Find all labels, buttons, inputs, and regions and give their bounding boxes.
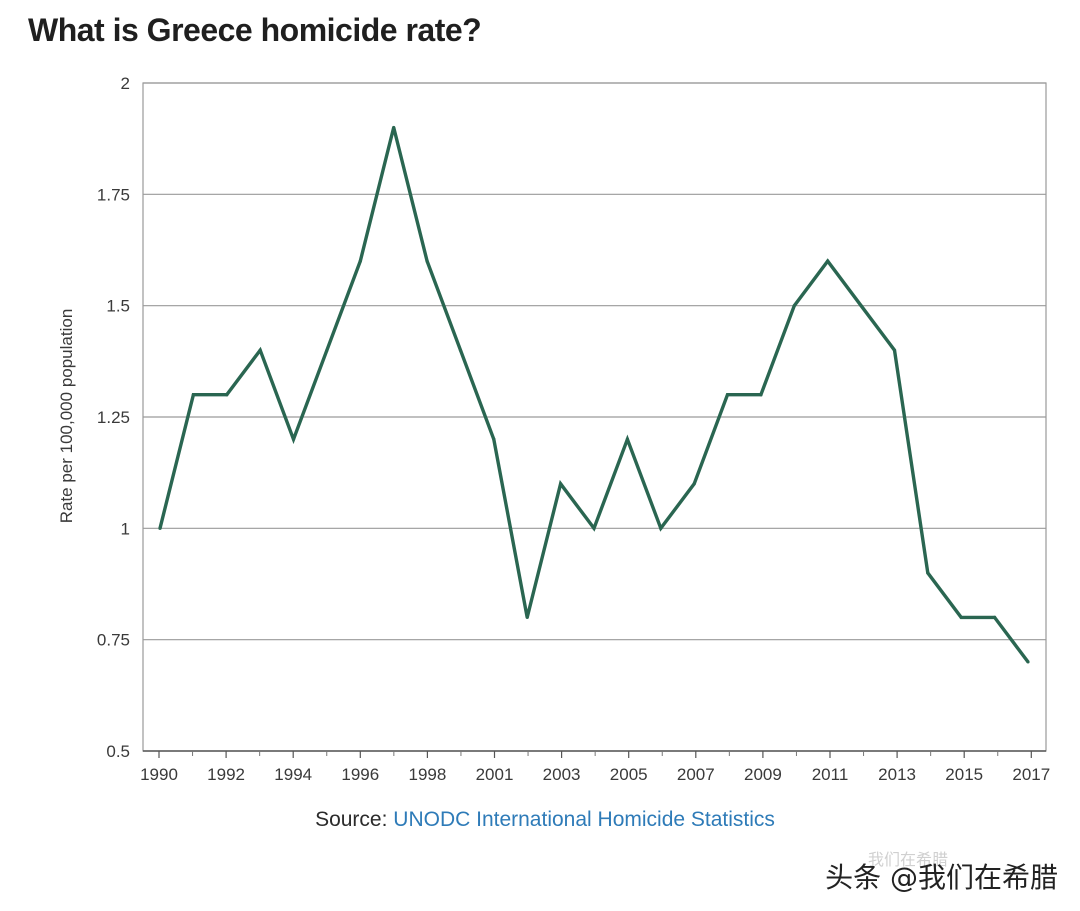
y-tick-label: 0.75: [97, 631, 130, 650]
data-point: [425, 259, 429, 263]
data-point: [659, 526, 663, 530]
data-point: [692, 482, 696, 486]
data-point: [158, 526, 162, 530]
data-point: [392, 125, 396, 130]
x-tick-label: 1994: [274, 765, 312, 784]
data-point: [358, 259, 362, 263]
y-tick-label: 1: [121, 519, 130, 538]
gridlines: [143, 82, 1046, 641]
x-tick-label: 2013: [878, 765, 916, 784]
y-tick-labels: 0.5 0.75 1 1.25 1.5 1.75 2: [97, 74, 130, 761]
x-tick-label: 1996: [341, 765, 379, 784]
x-tick-label: 1998: [408, 765, 446, 784]
x-tick-label: 2017: [1012, 765, 1050, 784]
source-link[interactable]: UNODC International Homicide Statistics: [393, 808, 775, 831]
data-point: [525, 615, 529, 620]
y-tick-label: 1.75: [97, 185, 130, 204]
data-point: [993, 615, 997, 620]
data-point: [592, 526, 596, 530]
data-point: [559, 482, 563, 486]
y-axis-label: Rate per 100,000 population: [57, 309, 76, 524]
chart-title: What is Greece homicide rate?: [28, 12, 482, 48]
y-tick-label: 1.25: [97, 408, 130, 427]
data-point: [291, 437, 296, 441]
x-tick-label: 2007: [677, 765, 715, 784]
data-point: [826, 259, 830, 263]
x-tick-labels: 1990 1992 1994 1996 1998 2001 2003 2005 2007 2009…: [140, 751, 1050, 784]
x-tick-label: 2009: [744, 765, 782, 784]
x-tick-label: 2003: [543, 765, 581, 784]
y-tick-label: 2: [121, 74, 130, 93]
data-point: [258, 348, 262, 352]
data-point: [191, 393, 195, 397]
data-point: [725, 393, 730, 397]
data-point: [458, 348, 463, 352]
y-tick-label: 1.5: [106, 297, 130, 316]
x-tick-label: 2001: [476, 765, 514, 784]
watermark-ghost: 我们在希腊: [868, 850, 949, 869]
data-point: [492, 437, 496, 441]
data-point: [959, 615, 963, 620]
data-point: [225, 393, 229, 397]
x-tick-label: 1992: [207, 765, 245, 784]
x-tick-label: 1990: [140, 765, 178, 784]
data-point: [325, 348, 329, 352]
series-greece: [158, 125, 1030, 664]
x-tick-label: 2015: [945, 765, 983, 784]
data-point: [892, 348, 897, 352]
series-line-greece: [158, 127, 1030, 663]
data-point: [792, 304, 796, 308]
data-point: [1026, 660, 1030, 664]
source-note: Source: UNODC International Homicide Sta…: [0, 808, 1080, 832]
watermark: 头条 @我们在希腊: [825, 861, 1058, 894]
x-tick-label: 2005: [610, 765, 648, 784]
data-point: [625, 437, 629, 441]
data-point: [859, 304, 863, 308]
x-tick-label: 2011: [812, 765, 849, 784]
data-point: [759, 393, 763, 397]
source-label: Source:: [315, 808, 388, 831]
y-tick-label: 0.5: [106, 742, 130, 761]
data-point: [926, 571, 930, 575]
